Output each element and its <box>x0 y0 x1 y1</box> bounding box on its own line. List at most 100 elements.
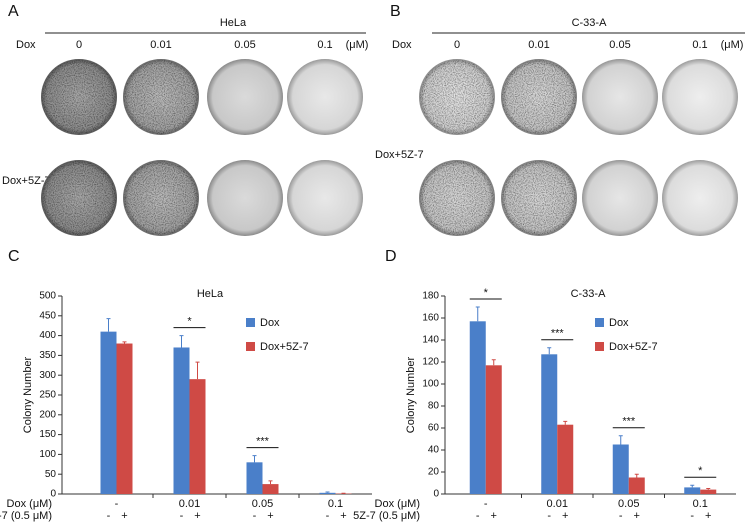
error-bar <box>180 336 184 348</box>
error-bar <box>196 362 200 379</box>
y-tick-label: 40 <box>428 445 440 456</box>
error-bar <box>547 348 551 355</box>
y-tick-label: 250 <box>39 390 56 401</box>
panel-letter: C <box>8 248 20 265</box>
error-bar <box>326 492 330 493</box>
error-bar <box>492 360 496 366</box>
error-bar <box>269 481 273 484</box>
row-label: Dox <box>16 39 36 51</box>
bar <box>557 425 573 494</box>
y-tick-label: 160 <box>422 313 439 324</box>
x-sub-label: - <box>180 510 184 522</box>
x-sub-label: - <box>326 510 330 522</box>
chart-title: C-33-A <box>571 288 607 300</box>
legend-label: Dox+5Z-7 <box>609 341 658 353</box>
conc-label: 0 <box>76 39 82 51</box>
x-tick-label: 0.1 <box>328 498 343 510</box>
y-tick-label: 200 <box>39 409 56 420</box>
cell-line: HeLa <box>220 17 247 29</box>
y-tick-label: 150 <box>39 429 56 440</box>
bar <box>541 354 557 494</box>
significance-label: *** <box>256 435 270 447</box>
row-label: Dox+5Z-7 <box>375 149 424 161</box>
x-sub-label: + <box>340 510 346 522</box>
panel-letter: A <box>8 3 19 20</box>
bar <box>486 365 502 494</box>
plate <box>662 160 738 236</box>
error-bar <box>563 421 567 424</box>
legend-label: Dox <box>260 317 280 329</box>
x-sub-label: + <box>121 510 127 522</box>
x-sub-label: + <box>267 510 273 522</box>
y-tick-label: 300 <box>39 370 56 381</box>
y-tick-label: 50 <box>45 469 57 480</box>
legend-label: Dox <box>609 317 629 329</box>
y-tick-label: 140 <box>422 335 439 346</box>
bar <box>117 344 133 494</box>
conc-label: 0.1 <box>317 39 332 51</box>
error-bar <box>690 485 694 487</box>
y-tick-label: 60 <box>428 423 440 434</box>
x-row-label: Dox (μM) <box>375 498 420 510</box>
significance-label: * <box>187 316 192 328</box>
y-tick-label: 400 <box>39 330 56 341</box>
legend-swatch <box>595 342 604 351</box>
plate <box>662 59 738 135</box>
x-sub-label: - <box>547 510 551 522</box>
bar <box>174 347 190 494</box>
error-bar <box>123 342 127 344</box>
bar <box>613 445 629 495</box>
unit-label: (μM) <box>346 39 369 51</box>
conc-label: 0.1 <box>692 39 707 51</box>
error-bar <box>253 456 257 463</box>
error-bar <box>619 436 623 445</box>
x-tick-label: 0.01 <box>179 498 200 510</box>
x-row-label: 5Z-7 (0.5 μM) <box>353 510 420 522</box>
y-tick-label: 120 <box>422 357 439 368</box>
y-tick-label: 20 <box>428 467 440 478</box>
cell-line: C-33-A <box>572 17 608 29</box>
panel-letter: B <box>390 3 401 20</box>
significance-label: * <box>698 465 703 477</box>
plate <box>287 160 363 236</box>
bar <box>101 332 117 494</box>
conc-label: 0.05 <box>609 39 630 51</box>
chart-title: HeLa <box>197 288 224 300</box>
error-bar <box>706 489 710 490</box>
panel-letter: D <box>385 248 397 265</box>
plate <box>582 160 658 236</box>
plate <box>207 160 283 236</box>
x-sub-label: - <box>253 510 257 522</box>
bar <box>190 379 206 494</box>
legend-swatch <box>246 318 255 327</box>
y-axis-label: Colony Number <box>22 356 34 433</box>
error-bar <box>107 319 111 332</box>
plate <box>287 59 363 135</box>
conc-label: 0.01 <box>150 39 171 51</box>
conc-label: 0.05 <box>234 39 255 51</box>
conc-label: 0 <box>454 39 460 51</box>
x-tick-label: 0.01 <box>547 498 568 510</box>
y-tick-label: 100 <box>422 379 439 390</box>
x-sub-label: + <box>491 510 497 522</box>
x-row-label: 5Z-7 (0.5 μM) <box>0 510 52 522</box>
x-sub-label: + <box>194 510 200 522</box>
plate <box>582 59 658 135</box>
y-tick-label: 500 <box>39 291 56 302</box>
conc-label: 0.01 <box>528 39 549 51</box>
legend-swatch <box>595 318 604 327</box>
x-sub-label: + <box>705 510 711 522</box>
error-bar <box>635 474 639 477</box>
y-tick-label: 0 <box>433 489 439 500</box>
y-tick-label: 450 <box>39 310 56 321</box>
legend-label: Dox+5Z-7 <box>260 341 309 353</box>
bar <box>629 478 645 495</box>
row-label: Dox <box>392 39 412 51</box>
significance-label: *** <box>622 416 636 428</box>
x-sub-label: - <box>690 510 694 522</box>
x-sub-label: - <box>619 510 623 522</box>
legend-swatch <box>246 342 255 351</box>
bar <box>320 493 336 494</box>
plate <box>207 59 283 135</box>
